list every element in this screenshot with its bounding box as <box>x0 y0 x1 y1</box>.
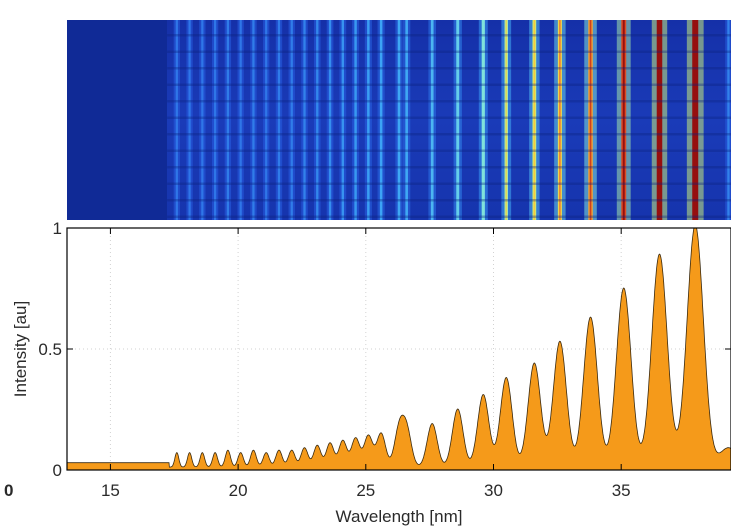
emission-line <box>405 20 408 220</box>
image-stripe <box>167 215 731 218</box>
emission-line <box>175 20 178 220</box>
x-tick-label: 35 <box>612 481 631 500</box>
emission-line-core <box>658 20 661 220</box>
emission-line-core <box>589 20 592 220</box>
image-stripe <box>167 182 731 185</box>
image-stripe <box>167 34 731 37</box>
detector-image <box>67 20 731 220</box>
emission-line <box>397 20 401 220</box>
emission-line <box>727 20 730 220</box>
image-stripe <box>167 149 731 152</box>
x-tick-label: 15 <box>101 481 120 500</box>
emission-line <box>252 20 255 220</box>
emission-line-core <box>559 20 561 220</box>
image-stripe <box>167 133 731 136</box>
x-tick-label: 25 <box>356 481 375 500</box>
spectrum-plot: 15 20 25 30 35 00.51 Wavelength [nm] Intensi… <box>4 219 731 526</box>
emission-line <box>239 20 242 220</box>
emission-line <box>379 20 383 220</box>
corner-label: 0 <box>4 481 13 500</box>
emission-line <box>290 20 293 220</box>
y-tick-label: 0 <box>53 461 62 480</box>
y-axis-label: Intensity [au] <box>11 301 30 397</box>
detector-image-stripes <box>167 34 731 218</box>
image-stripe <box>167 100 731 103</box>
emission-line <box>456 20 460 220</box>
x-axis-ticks: 15 20 25 30 35 <box>101 228 631 500</box>
emission-line <box>188 20 191 220</box>
emission-line <box>367 20 370 220</box>
image-stripe <box>167 166 731 169</box>
emission-line <box>430 20 434 220</box>
emission-line <box>214 20 217 220</box>
emission-line-core <box>622 20 625 220</box>
detector-image-lines <box>173 20 731 220</box>
emission-line <box>201 20 204 220</box>
emission-line-core <box>694 20 697 220</box>
emission-line <box>328 20 332 220</box>
emission-line <box>316 20 319 220</box>
x-tick-label: 30 <box>484 481 503 500</box>
emission-line <box>277 20 281 220</box>
emission-line-core <box>505 20 507 220</box>
emission-line-core <box>533 20 536 220</box>
emission-line <box>303 20 306 220</box>
x-axis-label: Wavelength [nm] <box>336 507 463 526</box>
emission-line <box>354 20 357 220</box>
x-tick-label: 20 <box>229 481 248 500</box>
image-stripe <box>167 116 731 119</box>
detector-image-dark-region <box>67 20 167 220</box>
image-stripe <box>167 83 731 86</box>
spectrum-area <box>67 228 731 470</box>
y-axis-ticks: 00.51 <box>38 219 731 480</box>
emission-line <box>226 20 230 220</box>
image-stripe <box>167 67 731 70</box>
emission-line <box>481 20 485 220</box>
image-stripe <box>167 199 731 202</box>
emission-line <box>265 20 268 220</box>
y-tick-label: 0.5 <box>38 340 62 359</box>
emission-line <box>341 20 345 220</box>
y-tick-label: 1 <box>53 219 62 238</box>
image-stripe <box>167 50 731 53</box>
